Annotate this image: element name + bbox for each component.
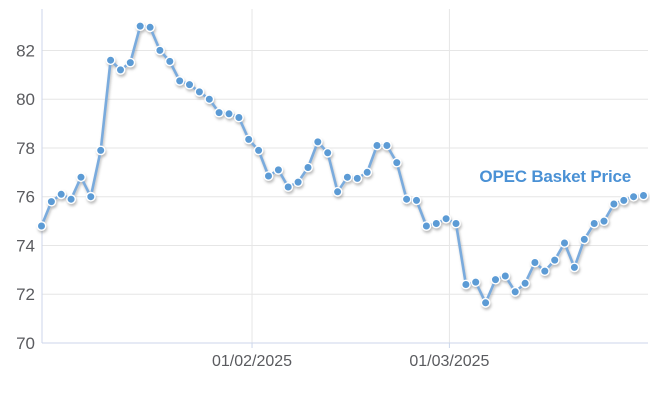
data-point-marker[interactable] bbox=[381, 140, 392, 151]
data-point-marker[interactable] bbox=[243, 134, 254, 145]
data-point-marker[interactable] bbox=[105, 55, 116, 66]
data-point-marker[interactable] bbox=[85, 191, 96, 202]
data-point-marker[interactable] bbox=[342, 172, 353, 183]
data-point-marker[interactable] bbox=[184, 79, 195, 90]
data-point-marker[interactable] bbox=[36, 221, 47, 231]
data-point-marker[interactable] bbox=[539, 266, 550, 276]
data-point-marker[interactable] bbox=[510, 286, 521, 297]
data-point-marker[interactable] bbox=[559, 238, 570, 248]
data-point-marker[interactable] bbox=[411, 195, 422, 206]
data-point-marker[interactable] bbox=[253, 145, 264, 156]
y-axis-tick-label: 74 bbox=[16, 236, 35, 255]
data-point-marker[interactable] bbox=[66, 194, 77, 205]
price-series bbox=[36, 21, 649, 308]
data-point-marker[interactable] bbox=[599, 216, 609, 227]
data-point-marker[interactable] bbox=[233, 112, 244, 123]
data-point-marker[interactable] bbox=[520, 278, 530, 289]
data-point-marker[interactable] bbox=[273, 164, 284, 175]
data-point-marker[interactable] bbox=[154, 45, 165, 56]
data-point-marker[interactable] bbox=[224, 108, 234, 119]
data-point-marker[interactable] bbox=[76, 172, 86, 183]
x-axis-tick-label: 01/03/2025 bbox=[409, 353, 489, 370]
y-axis-tick-label: 82 bbox=[16, 41, 35, 60]
data-point-marker[interactable] bbox=[46, 196, 57, 207]
data-point-marker[interactable] bbox=[460, 279, 471, 290]
data-point-marker[interactable] bbox=[164, 56, 175, 67]
data-point-marker[interactable] bbox=[312, 136, 323, 147]
data-point-marker[interactable] bbox=[293, 177, 303, 188]
data-point-marker[interactable] bbox=[214, 107, 225, 118]
data-point-marker[interactable] bbox=[135, 21, 146, 32]
data-point-marker[interactable] bbox=[549, 255, 560, 266]
data-point-marker[interactable] bbox=[332, 186, 343, 197]
data-point-marker[interactable] bbox=[431, 218, 442, 229]
data-point-marker[interactable] bbox=[490, 274, 501, 285]
data-point-marker[interactable] bbox=[115, 65, 126, 75]
y-axis-tick-label: 76 bbox=[16, 188, 35, 207]
y-axis-tick-label: 72 bbox=[16, 285, 35, 304]
data-point-marker[interactable] bbox=[480, 297, 491, 308]
data-point-marker[interactable] bbox=[263, 171, 274, 181]
data-point-marker[interactable] bbox=[569, 262, 580, 273]
data-point-marker[interactable] bbox=[470, 277, 481, 287]
data-point-marker[interactable] bbox=[609, 199, 619, 209]
series-label: OPEC Basket Price bbox=[479, 167, 631, 186]
data-point-marker[interactable] bbox=[618, 195, 629, 206]
data-point-marker[interactable] bbox=[638, 190, 649, 201]
data-point-marker[interactable] bbox=[303, 162, 313, 173]
y-axis-tick-label: 78 bbox=[16, 139, 35, 158]
data-point-marker[interactable] bbox=[530, 257, 540, 268]
data-point-marker[interactable] bbox=[391, 157, 402, 168]
data-point-marker[interactable] bbox=[204, 94, 215, 105]
data-point-marker[interactable] bbox=[421, 221, 432, 231]
data-point-marker[interactable] bbox=[283, 182, 294, 192]
y-axis-tick-label: 80 bbox=[16, 90, 35, 109]
data-point-marker[interactable] bbox=[579, 234, 590, 245]
data-point-marker[interactable] bbox=[401, 194, 412, 205]
data-point-marker[interactable] bbox=[589, 218, 600, 229]
data-point-marker[interactable] bbox=[322, 147, 333, 158]
data-point-marker[interactable] bbox=[95, 145, 106, 156]
data-point-marker[interactable] bbox=[441, 213, 451, 224]
data-point-marker[interactable] bbox=[145, 22, 156, 33]
data-point-marker[interactable] bbox=[451, 218, 461, 229]
y-axis-tick-label: 70 bbox=[16, 334, 35, 353]
data-point-marker[interactable] bbox=[500, 271, 511, 281]
data-point-marker[interactable] bbox=[125, 57, 136, 68]
x-axis-tick-label: 01/02/2025 bbox=[212, 353, 292, 370]
data-point-marker[interactable] bbox=[628, 191, 639, 202]
data-point-marker[interactable] bbox=[352, 173, 363, 184]
data-point-marker[interactable] bbox=[56, 189, 67, 200]
data-point-marker[interactable] bbox=[174, 76, 185, 86]
data-point-marker[interactable] bbox=[194, 87, 205, 97]
data-point-marker[interactable] bbox=[362, 167, 373, 178]
data-point-marker[interactable] bbox=[372, 140, 382, 151]
